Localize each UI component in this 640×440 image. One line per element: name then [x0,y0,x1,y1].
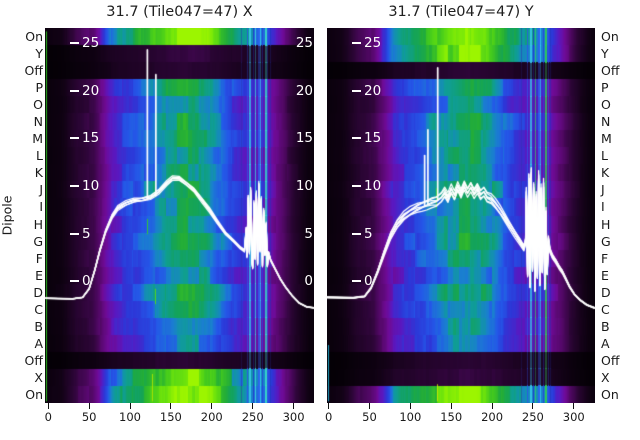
row-label-on-21: On [601,386,619,402]
x-tick-label-X-50: 50 [81,410,97,424]
row-label-a-18: A [34,335,43,351]
x-tick-label-X-300: 300 [282,410,305,424]
row-label-l-7: L [36,148,43,164]
row-labels-right: On Y Off P O N M L K J I H G F E D C B A Off X On [601,28,640,403]
row-label-d-15: D [33,284,43,300]
x-tick-label-Y-250: 250 [521,410,544,424]
x-tick-label-Y-100: 100 [399,410,422,424]
row-label-h-11: H [601,216,611,232]
panel-x-title: 31.7 (Tile047=47) X [106,4,253,20]
heatmap-canvas-x [45,28,314,403]
row-label-p-3: P [601,80,609,96]
heatmap-panel-y: 25 20 15 10 5 0 [327,28,595,403]
row-label-off-2: Off [24,63,43,79]
row-label-on-0: On [601,29,619,45]
row-label-k-8: K [601,165,610,181]
x-tick-mark-Y-100 [409,403,411,409]
x-tick-mark-Y-0 [328,403,330,409]
row-label-o-4: O [601,97,611,113]
row-label-g-12: G [33,233,43,249]
heatmap-canvas-y [327,28,595,403]
row-label-f-13: F [35,250,43,266]
x-tick-label-Y-300: 300 [562,410,585,424]
row-label-y-1: Y [35,46,43,62]
row-labels-left: On Y Off P O N M L K J I H G F E D C B A Off X On [0,28,43,403]
x-tick-mark-X-150 [170,403,172,409]
row-label-a-18: A [601,335,610,351]
row-label-e-14: E [35,267,43,283]
row-label-m-6: M [32,131,43,147]
x-tick-label-X-250: 250 [241,410,264,424]
panel-y-title: 31.7 (Tile047=47) Y [388,4,534,20]
row-label-y-1: Y [601,46,609,62]
row-label-x-20: X [34,369,43,385]
row-label-i-10: I [39,199,43,215]
row-label-m-6: M [601,131,612,147]
x-tick-mark-Y-250 [532,403,534,409]
x-tick-mark-Y-50 [368,403,370,409]
row-label-h-11: H [33,216,43,232]
row-label-f-13: F [601,250,609,266]
x-tick-label-X-150: 150 [159,410,182,424]
row-label-off-19: Off [601,352,620,368]
row-label-off-2: Off [601,63,620,79]
row-label-n-5: N [601,114,611,130]
row-label-g-12: G [601,233,611,249]
row-label-l-7: L [601,148,608,164]
x-tick-label-X-100: 100 [119,410,141,424]
x-tick-label-Y-50: 50 [362,410,377,424]
x-tick-label-Y-0: 0 [324,410,333,424]
x-tick-mark-X-200 [211,403,213,409]
x-tick-mark-X-50 [88,403,90,409]
x-tick-mark-Y-150 [450,403,452,409]
row-label-i-10: I [601,199,605,215]
row-label-c-16: C [34,301,43,317]
row-label-off-19: Off [24,352,43,368]
row-label-k-8: K [34,165,43,181]
row-label-d-15: D [601,284,611,300]
x-tick-label-Y-200: 200 [481,410,504,424]
x-tick-label-Y-150: 150 [440,410,463,424]
heatmap-panel-x: 25 25 20 20 15 15 10 10 5 5 0 0 [45,28,314,403]
row-label-j-9: J [39,182,43,198]
row-label-e-14: E [601,267,609,283]
x-tick-mark-Y-300 [573,403,575,409]
row-label-j-9: J [601,182,605,198]
row-label-p-3: P [35,80,43,96]
row-label-b-17: B [34,318,43,334]
x-tick-mark-X-300 [293,403,295,409]
row-label-o-4: O [33,97,43,113]
x-tick-label-X-200: 200 [200,410,223,424]
row-label-on-21: On [25,386,43,402]
x-tick-label-X-0: 0 [44,410,52,424]
x-tick-mark-Y-200 [491,403,493,409]
x-tick-mark-X-0 [47,403,49,409]
row-label-b-17: B [601,318,610,334]
row-label-x-20: X [601,369,610,385]
row-label-on-0: On [25,29,43,45]
x-tick-mark-X-100 [129,403,131,409]
row-label-c-16: C [601,301,610,317]
row-label-n-5: N [33,114,43,130]
x-tick-mark-X-250 [252,403,254,409]
